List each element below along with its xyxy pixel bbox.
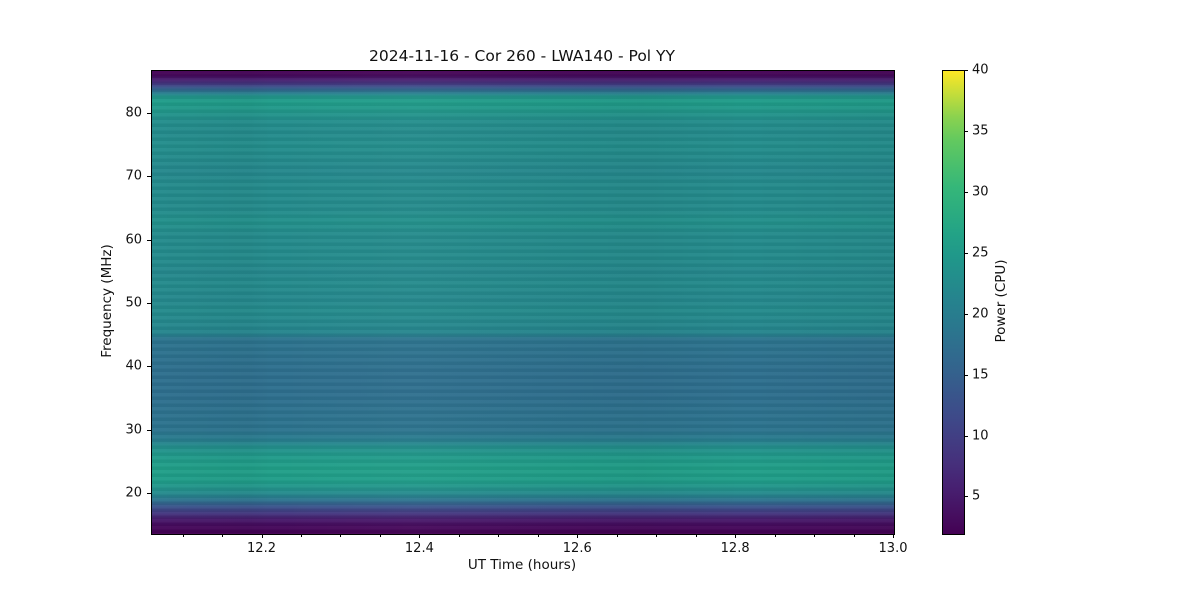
colorbar-gradient: [943, 71, 964, 534]
x-minor-tick: [379, 534, 381, 537]
x-tick-label: 12.8: [720, 541, 750, 556]
y-tick-label: 40: [125, 358, 142, 374]
y-tick-label: 50: [125, 295, 142, 311]
x-minor-tick: [656, 534, 658, 537]
y-tick: [147, 366, 151, 368]
y-tick: [147, 113, 151, 115]
colorbar-tick: [964, 313, 968, 315]
x-tick-label: 13.0: [878, 541, 908, 556]
y-tick-label: 20: [125, 485, 142, 501]
y-tick-label: 70: [125, 168, 142, 184]
colorbar-tick: [964, 191, 968, 193]
y-axis-label: Frequency (MHz): [99, 244, 115, 358]
y-tick-label: 60: [125, 232, 142, 248]
x-tick: [577, 534, 579, 538]
colorbar-tick: [964, 252, 968, 254]
colorbar-tick-label: 5: [972, 488, 981, 504]
colorbar-tick: [964, 374, 968, 376]
colorbar-tick-label: 25: [972, 245, 989, 261]
x-minor-tick: [300, 534, 302, 537]
x-tick: [419, 534, 421, 538]
y-tick: [147, 239, 151, 241]
colorbar-tick-label: 30: [972, 184, 989, 200]
colorbar-tick-label: 10: [972, 428, 989, 444]
heatmap-row-banding: [152, 71, 894, 534]
x-minor-tick: [498, 534, 500, 537]
colorbar-tick-label: 40: [972, 62, 989, 78]
colorbar-tick: [964, 435, 968, 437]
x-minor-tick: [458, 534, 460, 537]
y-tick-label: 30: [125, 422, 142, 438]
colorbar-label: Power (CPU): [993, 259, 1009, 343]
y-tick-label: 80: [125, 105, 142, 121]
heatmap-column-variation: [152, 71, 894, 534]
y-tick: [147, 176, 151, 178]
y-tick: [147, 429, 151, 431]
heatmap-image: [152, 71, 894, 534]
x-minor-tick: [814, 534, 816, 537]
x-tick-label: 12.6: [562, 541, 592, 556]
colorbar-tick-label: 35: [972, 123, 989, 139]
plot-title: 2024-11-16 - Cor 260 - LWA140 - Pol YY: [369, 47, 675, 65]
x-tick: [261, 534, 263, 538]
x-minor-tick: [695, 534, 697, 537]
x-minor-tick: [616, 534, 618, 537]
x-minor-tick: [340, 534, 342, 537]
x-tick: [893, 534, 894, 538]
colorbar-tick-label: 15: [972, 367, 989, 383]
colorbar-tick: [964, 130, 968, 132]
colorbar-tick: [964, 496, 968, 498]
y-tick: [147, 303, 151, 305]
x-minor-tick: [853, 534, 855, 537]
x-minor-tick: [537, 534, 539, 537]
heatmap-plot-area: [151, 70, 895, 535]
colorbar: [942, 70, 965, 535]
x-tick-label: 12.2: [247, 541, 276, 556]
x-tick: [735, 534, 737, 538]
x-axis-label: UT Time (hours): [467, 557, 577, 573]
x-minor-tick: [774, 534, 776, 537]
y-tick: [147, 493, 151, 495]
x-minor-tick: [222, 534, 224, 537]
colorbar-tick-label: 20: [972, 306, 989, 322]
x-tick-label: 12.4: [404, 541, 434, 556]
x-minor-tick: [182, 534, 184, 537]
colorbar-tick: [964, 70, 968, 71]
